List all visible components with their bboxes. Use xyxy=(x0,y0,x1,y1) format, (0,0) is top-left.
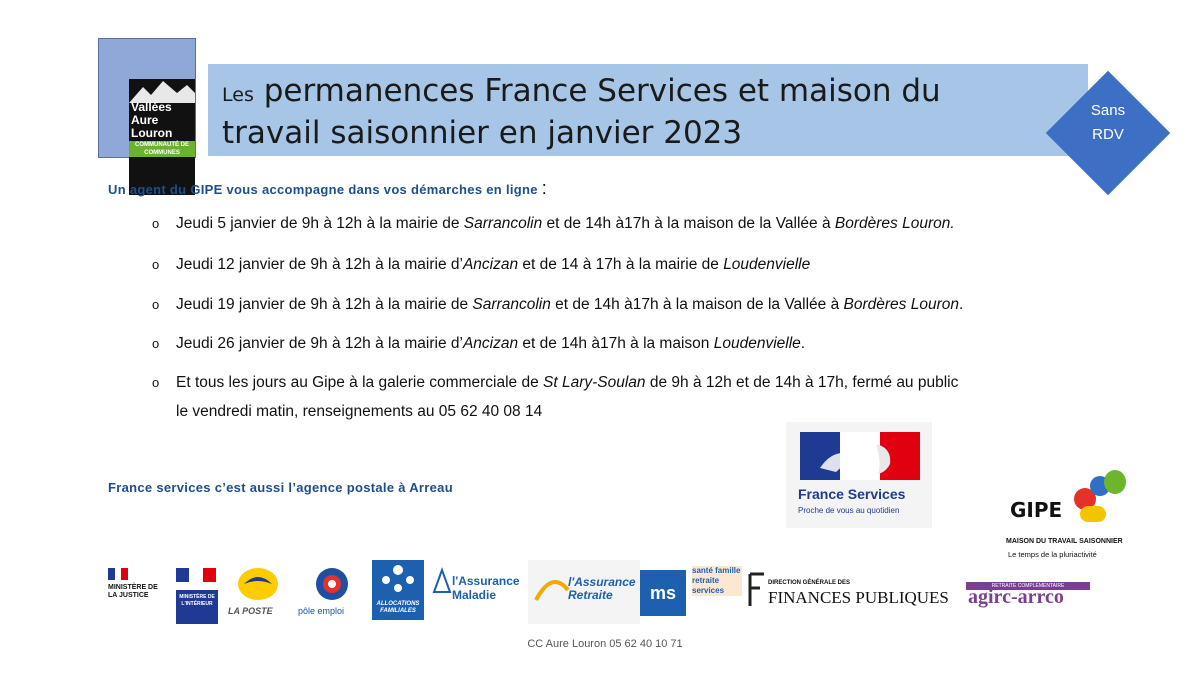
caf-icon xyxy=(382,565,414,592)
gipe-subtitle: MAISON DU TRAVAIL SAISONNIER xyxy=(1006,538,1123,545)
assurance-maladie-logo: l'Assurance Maladie xyxy=(430,560,526,624)
gipe-name: GIPE xyxy=(1010,498,1063,522)
gipe-tagline: Le temps de la pluriactivité xyxy=(1008,550,1097,559)
msa-icon: ms xyxy=(640,570,686,616)
caf-logo: ALLOCATIONS FAMILIALES xyxy=(372,560,426,624)
france-services-tagline: Proche de vous au quotidien xyxy=(798,506,900,515)
postal-notice: France services c’est aussi l’agence pos… xyxy=(108,480,453,495)
list-item: o Jeudi 19 janvier de 9h à 12h à la mairi… xyxy=(152,296,964,313)
agirc-arrco-logo: RETRAITE COMPLÉMENTAIRE agirc-arrco xyxy=(966,560,1090,624)
title-banner: Les permanences France Services et maiso… xyxy=(208,64,1088,156)
list-item: o Jeudi 26 janvier de 9h à 12h à la mairi… xyxy=(152,335,806,352)
logo-community: COMMUNAUTÉ DE COMMUNES xyxy=(129,141,195,157)
logo-line-2: Aure xyxy=(131,113,159,127)
badge-line-1: Sans xyxy=(1090,102,1126,119)
page-title: Les permanences France Services et maiso… xyxy=(222,72,941,152)
la-poste-icon xyxy=(238,568,278,600)
logo-line-1: Vallées xyxy=(131,100,172,114)
title-prefix: Les xyxy=(222,84,254,106)
intro-label: Un agent du GIPE vous accompagne dans vo… xyxy=(108,182,538,197)
vallees-aure-louron-logo: Vallées Aure Louron COMMUNAUTÉ DE COMMUN… xyxy=(98,38,196,195)
intro-colon: : xyxy=(541,178,548,198)
pole-emploi-logo: pôle emploi xyxy=(298,560,366,624)
title-line-1: permanences France Services et maison du xyxy=(263,73,941,109)
list-item-continuation: le vendredi matin, renseignements au 05 … xyxy=(176,403,543,420)
pole-emploi-icon xyxy=(316,568,348,600)
sans-rdv-badge: Sans RDV xyxy=(1045,70,1171,196)
list-item: o Jeudi 12 janvier de 9h à 12h à la mairi… xyxy=(152,256,811,273)
msa-logo: ms santé famille retraite services xyxy=(640,560,744,624)
logo-line-3: Louron xyxy=(131,126,173,140)
footer-contact: CC Aure Louron 05 62 40 10 71 xyxy=(527,638,683,650)
intro-text: Un agent du GIPE vous accompagne dans vo… xyxy=(108,178,547,199)
marianne-icon xyxy=(820,444,891,474)
dgfip-icon xyxy=(748,572,764,606)
justice-logo: MINISTÈRE DE LA JUSTICE xyxy=(108,560,172,624)
interieur-logo: MINISTÈRE DE L'INTÉRIEUR xyxy=(176,560,218,624)
la-poste-logo: LA POSTE xyxy=(228,560,292,624)
list-item: o Et tous les jours au Gipe à la galerie … xyxy=(152,372,1182,423)
assurance-retraite-logo: l'Assurance Retraite xyxy=(528,560,640,624)
assurance-maladie-icon xyxy=(432,567,452,593)
assurance-retraite-icon xyxy=(534,580,570,601)
gipe-logo: GIPE MAISON DU TRAVAIL SAISONNIER Le tem… xyxy=(1004,470,1140,562)
france-services-name: France Services xyxy=(798,486,906,502)
france-services-logo: France Services Proche de vous au quotid… xyxy=(786,422,932,528)
title-line-2: travail saisonnier en janvier 2023 xyxy=(222,115,743,151)
dgfip-logo: DIRECTION GÉNÉRALE DES FINANCES PUBLIQUE… xyxy=(746,560,964,624)
mountain-icon xyxy=(129,81,195,103)
badge-line-2: RDV xyxy=(1092,126,1124,143)
list-item: o Jeudi 5 janvier de 9h à 12h à la mairie… xyxy=(152,215,955,232)
